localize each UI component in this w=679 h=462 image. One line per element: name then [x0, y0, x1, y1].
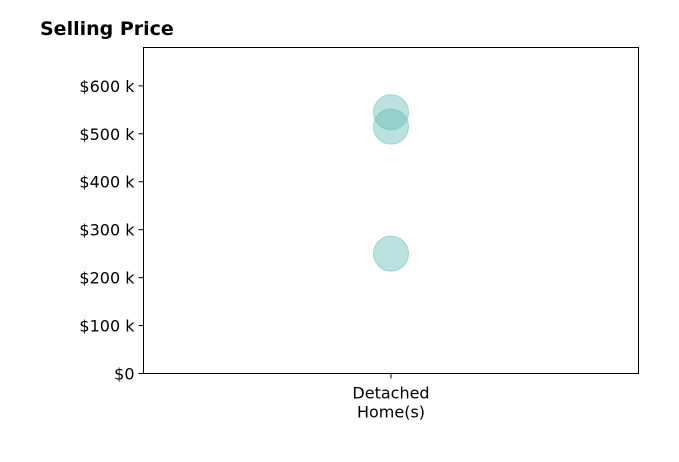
y-tick-label: $100 k — [79, 317, 135, 336]
y-tick-label: $500 k — [79, 125, 135, 144]
y-tick-label: $300 k — [79, 221, 135, 240]
y-tick-label: $400 k — [79, 173, 135, 192]
y-tick-label: $0 — [114, 365, 134, 384]
y-tick-label: $600 k — [79, 77, 135, 96]
data-point — [373, 94, 409, 131]
data-point — [373, 108, 409, 145]
x-tick-label: Detached Home(s) — [352, 384, 429, 422]
y-axis: $0 $100 k $200 k $300 k $400 k $500 k $600 k — [79, 77, 144, 384]
data-points — [373, 94, 409, 272]
chart-title: Selling Price — [40, 18, 174, 40]
y-tick-label: $200 k — [79, 269, 135, 288]
x-axis: Detached Home(s) — [352, 373, 430, 422]
data-point — [373, 235, 409, 272]
